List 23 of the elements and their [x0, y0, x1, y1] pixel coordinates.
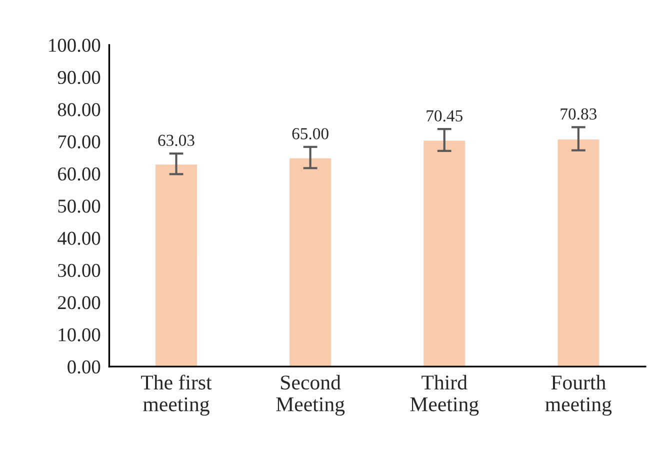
- y-tick-label: 30.00: [58, 264, 100, 278]
- bar: [422, 139, 467, 367]
- y-tick-label: 20.00: [58, 296, 100, 310]
- y-tick-label: 40.00: [58, 232, 100, 245]
- y-tick-label: 80.00: [58, 103, 100, 116]
- y-tick-label: 0.00: [68, 360, 100, 374]
- x-tick-label: Second Meeting: [276, 374, 345, 416]
- y-tick-label: 70.00: [58, 135, 100, 148]
- x-tick-label: Third Meeting: [410, 374, 479, 416]
- y-tick-label: 10.00: [58, 328, 100, 342]
- x-tick-label: The first meeting: [141, 374, 212, 416]
- y-tick-label: 50.00: [58, 200, 100, 213]
- data-label: 63.03: [158, 134, 194, 146]
- x-tick-label: Fourth meeting: [545, 374, 612, 416]
- data-label: 65.00: [292, 128, 328, 140]
- bar: [288, 156, 332, 367]
- data-label: 70.45: [426, 110, 462, 122]
- bar: [556, 138, 601, 367]
- y-tick-label: 90.00: [58, 70, 100, 84]
- data-label: 70.83: [560, 108, 597, 120]
- bar: [154, 163, 198, 367]
- y-tick-label: 60.00: [58, 167, 100, 181]
- y-tick-label: 100.00: [49, 38, 100, 52]
